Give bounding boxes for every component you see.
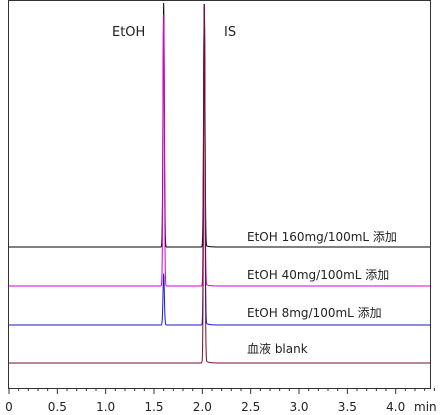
x-tick-label: 0 <box>5 400 13 414</box>
series-label-blank: 血液 blank <box>247 341 308 356</box>
x-axis: 0 0.5 1.0 1.5 2.0 2.5 3.0 3.5 4.0 <box>5 388 435 414</box>
x-tick-label: 2.5 <box>241 400 260 414</box>
series-trace-1 <box>9 3 430 287</box>
x-tick-label: 3.0 <box>289 400 308 414</box>
x-tick-label: 3.5 <box>338 400 357 414</box>
peak-label-is: IS <box>224 25 236 40</box>
series-trace-3 <box>9 3 430 364</box>
series-label-40: EtOH 40mg/100mL 添加 <box>247 268 389 282</box>
x-tick-label: 2.0 <box>193 400 212 414</box>
series-trace-2 <box>9 3 430 326</box>
x-axis-unit: min <box>414 400 437 414</box>
x-tick-label: 4.0 <box>386 400 405 414</box>
series-label-160: EtOH 160mg/100mL 添加 <box>247 230 397 244</box>
series-trace-0 <box>9 2 430 248</box>
plot-frame <box>8 0 431 389</box>
peak-label-etoh: EtOH <box>112 25 145 40</box>
x-tick-label: 1.5 <box>144 400 163 414</box>
series-label-8: EtOH 8mg/100mL 添加 <box>247 306 382 320</box>
series-layer <box>9 2 430 364</box>
x-tick-label: 1.0 <box>96 400 115 414</box>
x-tick-label: 0.5 <box>48 400 67 414</box>
